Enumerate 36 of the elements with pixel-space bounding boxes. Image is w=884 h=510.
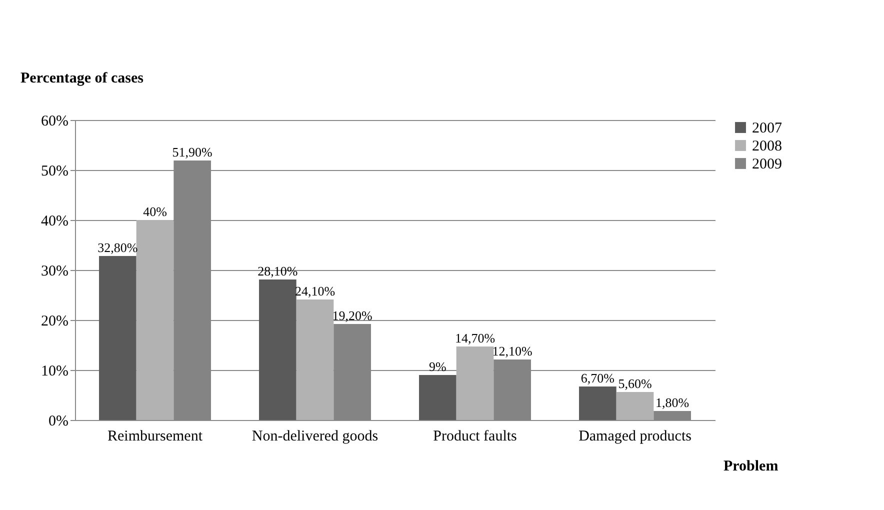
data-label: 5,60% <box>618 376 652 391</box>
bar <box>616 392 654 420</box>
y-tick-label: 50% <box>41 164 68 180</box>
legend-label: 2008 <box>752 138 782 154</box>
x-tick-label: Product faults <box>433 428 518 444</box>
y-tick-label: 60% <box>41 114 68 130</box>
bar <box>456 346 494 420</box>
data-label: 9% <box>428 359 446 374</box>
y-axis-title: Percentage of cases <box>20 70 144 86</box>
x-axis-title: Problem <box>724 458 779 474</box>
x-tick-label: Reimbursement <box>108 428 204 444</box>
data-label: 1,80% <box>656 395 690 410</box>
data-label: 12,10% <box>492 344 533 358</box>
bar <box>654 411 691 420</box>
data-label: 14,70% <box>454 330 496 346</box>
bar <box>419 375 456 420</box>
bar <box>99 256 136 420</box>
data-label: 6,70% <box>580 370 615 386</box>
y-tick-label: 20% <box>41 314 68 330</box>
x-tick-label: Non-delivered goods <box>252 428 378 444</box>
bar <box>296 300 334 420</box>
data-label: 51,90% <box>172 144 213 160</box>
data-label: 19,20% <box>332 308 373 323</box>
data-label: 40% <box>143 204 168 219</box>
bar <box>259 280 296 420</box>
data-label: 28,10% <box>258 264 298 278</box>
x-tick-label: Damaged products <box>578 428 692 444</box>
y-tick-label: 10% <box>41 364 68 380</box>
bar <box>136 220 174 420</box>
y-tick-label: 30% <box>41 264 68 280</box>
y-tick-label: 40% <box>41 214 68 230</box>
data-label: 32,80% <box>98 240 138 255</box>
bar <box>579 386 616 420</box>
legend-label: 2009 <box>752 156 782 172</box>
legend-label: 2007 <box>752 120 782 136</box>
y-tick-label: 0% <box>48 414 68 430</box>
